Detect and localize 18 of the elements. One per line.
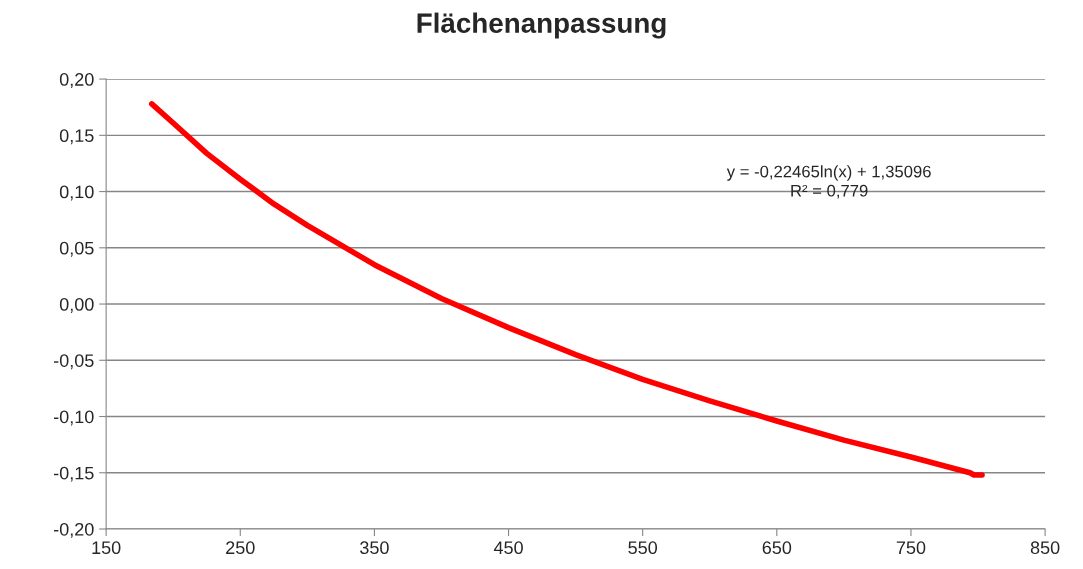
- x-tick-label: 350: [360, 541, 389, 555]
- y-tick-label: -0,10: [53, 410, 94, 426]
- x-tick-label: 450: [493, 541, 523, 555]
- y-tick-label: 0,05: [59, 241, 94, 257]
- x-tick-label: 550: [628, 541, 658, 555]
- chart-title: Flächenanpassung: [417, 12, 666, 39]
- y-tick-label: 0,20: [59, 73, 94, 88]
- x-tick-label: 850: [1030, 541, 1060, 555]
- x-tick-label: 650: [762, 541, 792, 555]
- y-tick-label: -0,20: [53, 522, 94, 538]
- x-tick-label: 750: [896, 541, 926, 555]
- y-tick-label: 0,00: [59, 297, 94, 313]
- x-tick-label: 250: [226, 541, 255, 555]
- y-tick-label: -0,15: [53, 466, 94, 482]
- y-tick-label: -0,05: [53, 354, 94, 370]
- y-tick-label: 0,15: [59, 129, 94, 145]
- x-tick-label: 150: [92, 541, 121, 555]
- y-tick-label: 0,10: [59, 185, 94, 201]
